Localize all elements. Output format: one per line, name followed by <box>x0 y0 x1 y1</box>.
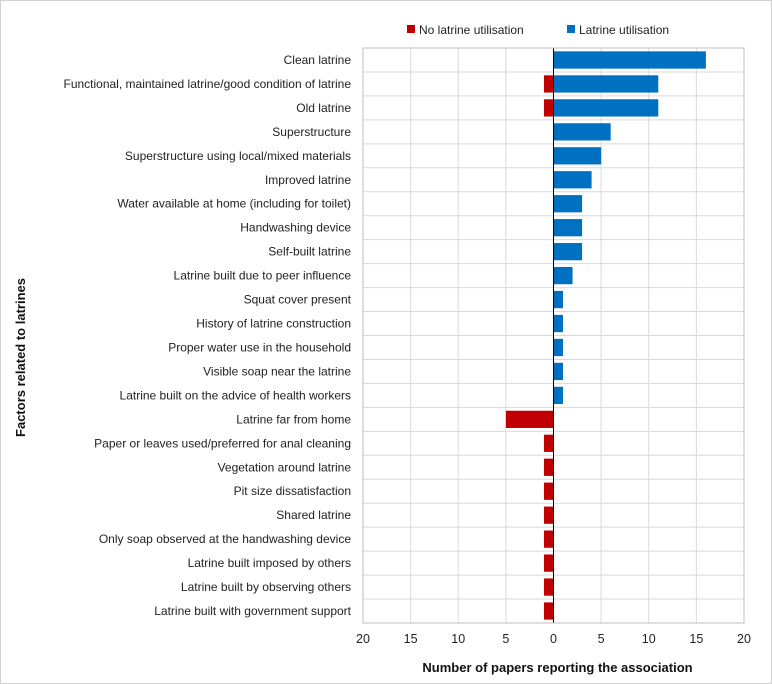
x-axis-title: Number of papers reporting the associati… <box>422 660 692 675</box>
bar-utilisation-latrine-built-due-to-peer-influence <box>553 266 573 285</box>
bar-utilisation-functional-maintained-latrine-good-condition-of-latrine <box>553 75 659 93</box>
bar-utilisation-self-built-latrine <box>553 243 583 261</box>
bar-utilisation-superstructure <box>553 123 611 141</box>
bar-no-utilisation-shared-latrine <box>543 506 554 524</box>
category-label: Self-built latrine <box>268 245 351 259</box>
category-label: Handwashing device <box>240 221 351 235</box>
bar-no-utilisation-paper-or-leaves-used-preferred-for-anal-cleaning <box>543 434 554 452</box>
x-axis-ticks: 20 15 10 5 0 5 10 15 20 <box>356 632 751 646</box>
x-tick-label: 15 <box>404 632 418 646</box>
category-label: Superstructure <box>272 125 351 139</box>
bar-no-utilisation-vegetation-around-latrine <box>543 458 554 476</box>
bar-no-utilisation-pit-size-dissatisfaction <box>543 482 554 500</box>
legend-label-utilisation: Latrine utilisation <box>579 23 669 37</box>
bar-utilisation-clean-latrine <box>553 51 706 69</box>
bar-utilisation-squat-cover-present <box>553 290 564 309</box>
category-label: Water available at home (including for t… <box>117 197 351 211</box>
x-tick-label: 5 <box>598 632 605 646</box>
bar-utilisation-history-of-latrine-construction <box>553 314 564 333</box>
category-label: Shared latrine <box>276 508 351 522</box>
category-label: Old latrine <box>296 101 351 115</box>
x-tick-label: 10 <box>642 632 656 646</box>
y-axis-title: Factors related to latrines <box>13 278 28 437</box>
bar-utilisation-visible-soap-near-the-latrine <box>553 362 564 381</box>
category-label: Proper water use in the household <box>168 340 351 354</box>
category-label: Only soap observed at the handwashing de… <box>99 532 351 546</box>
category-label: Latrine built on the advice of health wo… <box>120 388 351 402</box>
bar-no-utilisation-functional-maintained-latrine-good-condition-of-latrine <box>543 75 554 93</box>
bar-no-utilisation-latrine-built-imposed-by-others <box>543 554 554 572</box>
category-label: Latrine built due to peer influence <box>174 269 352 283</box>
bar-utilisation-superstructure-using-local-mixed-materials <box>553 147 602 165</box>
bar-utilisation-handwashing-device <box>553 219 583 237</box>
bars <box>362 47 745 624</box>
legend: No latrine utilisation Latrine utilisati… <box>407 23 669 37</box>
x-tick-label: 20 <box>737 632 751 646</box>
category-label: Functional, maintained latrine/good cond… <box>63 77 351 91</box>
category-labels: Clean latrine Functional, maintained latr… <box>63 53 351 618</box>
category-label: Pit size dissatisfaction <box>234 484 351 498</box>
x-tick-label: 10 <box>451 632 465 646</box>
plot-area-border <box>362 47 745 624</box>
category-label: Clean latrine <box>284 53 352 67</box>
category-label: Latrine far from home <box>236 412 351 426</box>
category-label: Paper or leaves used/preferred for anal … <box>94 436 351 450</box>
category-label: Latrine built imposed by others <box>188 556 351 570</box>
bar-no-utilisation-latrine-far-from-home <box>505 410 554 428</box>
bar-no-utilisation-latrine-built-with-government-support <box>543 602 554 620</box>
category-label: History of latrine construction <box>196 317 351 331</box>
category-label: Latrine built by observing others <box>181 580 351 594</box>
category-label: Improved latrine <box>265 173 351 187</box>
bar-utilisation-water-available-at-home-including-for-toilet <box>553 195 583 213</box>
x-tick-label: 0 <box>550 632 557 646</box>
legend-label-no-utilisation: No latrine utilisation <box>419 23 524 37</box>
bar-utilisation-old-latrine <box>553 99 659 117</box>
x-tick-label: 20 <box>356 632 370 646</box>
legend-swatch-no-utilisation <box>407 25 415 33</box>
bar-no-utilisation-only-soap-observed-at-the-handwashing-device <box>543 530 554 548</box>
category-label: Vegetation around latrine <box>218 460 352 474</box>
bar-no-utilisation-old-latrine <box>543 99 554 117</box>
category-label: Squat cover present <box>244 293 352 307</box>
bar-utilisation-proper-water-use-in-the-household <box>553 338 564 357</box>
bar-no-utilisation-latrine-built-by-observing-others <box>543 578 554 596</box>
category-label: Latrine built with government support <box>154 604 351 618</box>
bar-utilisation-latrine-built-on-the-advice-of-health-workers <box>553 386 564 405</box>
bar-utilisation-improved-latrine <box>553 171 592 189</box>
legend-swatch-utilisation <box>567 25 575 33</box>
x-tick-label: 5 <box>502 632 509 646</box>
category-label: Superstructure using local/mixed materia… <box>125 149 351 163</box>
category-label: Visible soap near the latrine <box>203 364 351 378</box>
x-tick-label: 15 <box>689 632 703 646</box>
